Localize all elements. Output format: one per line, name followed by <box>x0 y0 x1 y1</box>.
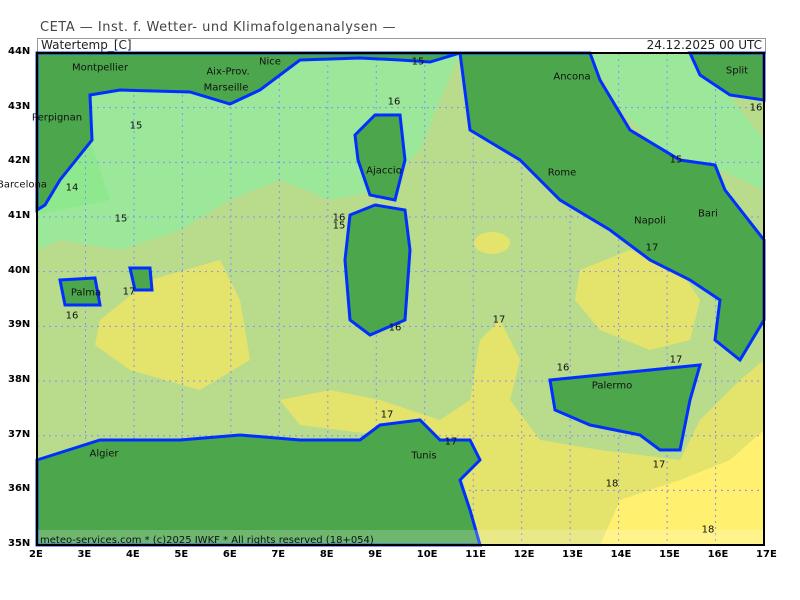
lon-tick: 15E <box>659 549 680 560</box>
contour-label: 17 <box>652 459 666 471</box>
lat-tick: 35N <box>8 538 31 550</box>
land-menorca <box>128 266 154 292</box>
lon-tick: 12E <box>513 549 535 560</box>
land-mallorca <box>58 276 102 307</box>
lon-tick: 4E <box>125 549 140 560</box>
city-label: Perpignan <box>31 112 83 124</box>
land-italy <box>458 51 766 363</box>
chart-header: CETA — Inst. f. Wetter- und Klimafolgena… <box>40 20 397 35</box>
city-label: Rome <box>547 167 577 179</box>
city-label: Split <box>725 65 749 77</box>
lon-tick: 14E <box>610 549 632 560</box>
contour-label: 17 <box>444 436 458 448</box>
lat-tick: 38N <box>8 374 31 386</box>
sea-17-tyrrhenian <box>575 250 700 350</box>
contour-label: 17 <box>492 314 506 326</box>
city-label: Nice <box>259 56 281 68</box>
lat-tick: 41N <box>8 210 31 221</box>
lon-tick: 10E <box>416 549 438 560</box>
contour-label: 18 <box>605 478 619 490</box>
lon-tick: 13E <box>562 549 583 560</box>
sea-17-blob <box>474 232 510 254</box>
contour-label: 15 <box>129 120 143 132</box>
lon-tick: 11E <box>465 549 486 560</box>
land-france-spain <box>35 51 461 213</box>
contour-label: 17 <box>380 409 394 421</box>
lat-tick: 37N <box>8 428 31 440</box>
map-frame <box>36 52 765 546</box>
city-label: Palermo <box>591 380 633 392</box>
city-label: Barcelona <box>0 179 47 191</box>
land-africa <box>35 418 482 547</box>
contour-label: 15 <box>332 220 346 232</box>
contour-label: 16 <box>387 96 401 108</box>
contour-label: 16 <box>388 322 402 334</box>
city-label: Algier <box>89 448 119 460</box>
contour-label: 15 <box>114 213 128 225</box>
city-label: Montpellier <box>71 62 129 74</box>
contour-label: 17 <box>122 286 136 298</box>
contour-label: 16 <box>332 212 346 224</box>
land <box>35 51 766 547</box>
lat-tick: 42N <box>8 155 31 167</box>
lon-tick: 17E <box>756 549 777 560</box>
copyright-footer: meteo-services.com * (c)2025 IWKF * All … <box>40 535 374 546</box>
sea-15-zone <box>37 53 460 250</box>
city-label: Napoli <box>634 215 666 227</box>
lon-tick: 7E <box>271 549 286 560</box>
variable-label: Watertemp_[C] <box>41 38 132 52</box>
city-label: Bari <box>698 208 718 220</box>
lat-tick: 43N <box>8 100 31 112</box>
city-label: Aix-Prov. <box>206 66 250 78</box>
land-sicily <box>548 363 703 452</box>
lon-tick: 5E <box>174 549 189 560</box>
contour-label: 16 <box>65 310 79 322</box>
lat-tick: 39N <box>8 319 31 331</box>
contour-label: 17 <box>645 242 659 254</box>
land-corsica <box>353 113 407 202</box>
city-label: Ancona <box>553 71 591 83</box>
grid <box>37 53 764 545</box>
lon-tick: 16E <box>707 549 729 560</box>
lon-tick: 6E <box>222 549 237 560</box>
contour-label: 16 <box>749 102 763 114</box>
valid-time: 24.12.2025 00 UTC <box>646 38 762 52</box>
sea-18-zone <box>600 430 764 545</box>
contour-label: 17 <box>669 354 683 366</box>
lon-tick: 8E <box>319 549 334 560</box>
contour-label: 18 <box>701 524 715 536</box>
city-label: Ajaccio <box>366 165 402 177</box>
contour-label: 14 <box>65 182 79 194</box>
footer-band <box>37 530 764 545</box>
contour-label: 16 <box>556 362 570 374</box>
city-label: Marseille <box>203 82 249 94</box>
lat-tick: 40N <box>8 264 31 276</box>
city-label: Tunis <box>411 450 437 462</box>
city-label: Palma <box>70 287 102 299</box>
lat-tick: 36N <box>8 483 31 495</box>
lat-tick: 44N <box>8 46 31 57</box>
lon-tick: 3E <box>77 549 92 560</box>
contour-label: 15 <box>669 154 683 166</box>
sea-17-balearic <box>95 260 250 390</box>
land-sardinia <box>343 203 412 337</box>
contour-label: 15 <box>411 56 425 68</box>
lon-tick: 9E <box>368 549 383 560</box>
lon-tick: 2E <box>29 549 43 560</box>
